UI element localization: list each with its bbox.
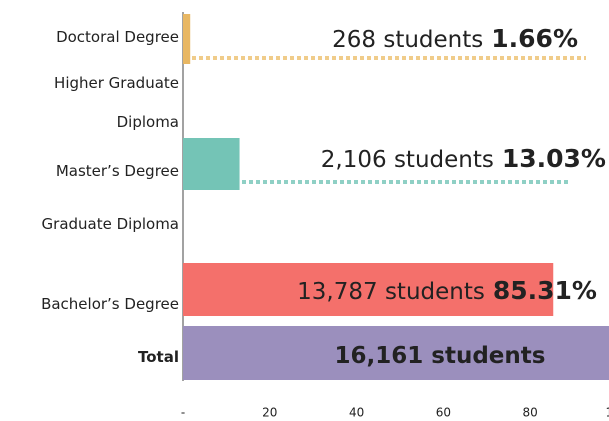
data-label: 16,161 students: [335, 343, 546, 369]
student-label: 268 students: [332, 27, 483, 53]
x-tick-label: 80: [523, 406, 538, 420]
x-tick-label: 100: [606, 406, 609, 420]
bar: [183, 138, 240, 190]
y-tick-label: Doctoral Degree: [56, 28, 179, 46]
y-tick-label: Higher Graduate Diploma: [54, 74, 179, 131]
y-tick-label: Master’s Degree: [55, 162, 179, 180]
x-tick-label: -: [181, 406, 185, 420]
y-tick-label: Total: [138, 348, 179, 366]
data-label: 13,787 students 85.31%: [297, 276, 597, 305]
x-tick-label: 60: [436, 406, 451, 420]
x-tick-label: 40: [349, 406, 364, 420]
y-tick-label: Graduate Diploma: [41, 215, 179, 233]
student-label: 13,787 students: [297, 279, 485, 305]
data-label: 2,106 students 13.03%: [321, 144, 606, 173]
data-label: 268 students 1.66%: [332, 24, 578, 53]
percent-label: 1.66%: [491, 24, 578, 53]
y-tick-label: Bachelor’s Degree: [41, 295, 179, 313]
percent-label: 13.03%: [502, 144, 606, 173]
bar: [183, 14, 191, 64]
percent-label: 85.31%: [493, 276, 597, 305]
bar: [183, 326, 609, 380]
bar: [183, 263, 554, 316]
x-tick-label: 20: [262, 406, 277, 420]
student-label: 16,161 students: [335, 343, 546, 369]
student-label: 2,106 students: [321, 147, 494, 173]
